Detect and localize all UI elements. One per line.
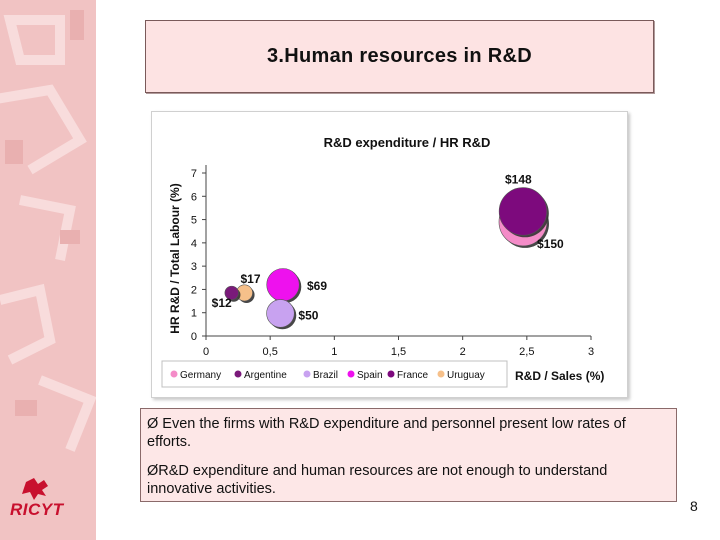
x-tick-label: 2 (460, 346, 466, 358)
y-tick-label: 0 (191, 331, 197, 343)
x-tick-label: 1 (331, 346, 337, 358)
slide-title: 3.Human resources in R&D (266, 45, 533, 67)
data-label-spain: $69 (307, 279, 327, 293)
x-tick-label: 0,5 (263, 346, 278, 358)
legend-label-brazil: Brazil (313, 370, 338, 381)
y-tick-label: 2 (191, 284, 197, 296)
decorative-left-band (0, 0, 96, 540)
bubble-france (498, 187, 548, 236)
bubble-argentine (224, 285, 239, 301)
legend-label-germany: Germany (180, 370, 221, 381)
y-axis-label: HR R&D / Total Labour (%) (168, 183, 182, 333)
data-label-argentine: $12 (212, 296, 232, 310)
legend-marker-spain (347, 370, 355, 378)
chart-title: R&D expenditure / HR R&D (324, 135, 491, 150)
y-tick-label: 5 (191, 215, 197, 227)
y-tick-label: 1 (191, 308, 197, 320)
chart-frame: R&D expenditure / HR R&D 0 1 2 3 4 5 6 7 0 0,5 1 1,5… (151, 111, 628, 398)
legend-label-uruguay: Uruguay (447, 370, 485, 381)
x-tick-label: 1,5 (391, 346, 406, 358)
ricyt-logo (22, 478, 48, 500)
y-tick-label: 6 (191, 191, 197, 203)
data-label-germany: $150 (537, 237, 564, 251)
x-tick-label: 0 (203, 346, 209, 358)
data-label-uruguay: $17 (241, 272, 261, 286)
page-number: 8 (690, 498, 698, 514)
bubble-chart: R&D expenditure / HR R&D 0 1 2 3 4 5 6 7 0 0,5 1 1,5… (161, 135, 604, 388)
bullet-2: ØR&D expenditure and human resources are… (147, 463, 608, 497)
slide-title-box: 3.Human resources in R&D (145, 20, 654, 93)
y-tick-label: 3 (191, 261, 197, 273)
legend-marker-argentine (234, 370, 242, 378)
legend-label-france: France (397, 370, 429, 381)
legend-marker-brazil (303, 370, 311, 378)
data-label-brazil: $50 (298, 308, 318, 322)
x-tick-label: 2,5 (519, 346, 534, 358)
decorative-pattern (0, 10, 96, 452)
y-tick-label: 4 (191, 238, 197, 250)
legend-marker-france (387, 370, 395, 378)
data-label-france: $148 (505, 172, 532, 186)
bubble-spain (266, 268, 300, 302)
legend-box (161, 360, 508, 388)
x-axis-label: R&D / Sales (%) (515, 369, 604, 383)
bullet-text-box: Ø Even the firms with R&D expenditure an… (140, 408, 677, 502)
legend-marker-germany (170, 370, 178, 378)
bullet-1: Ø Even the firms with R&D expenditure an… (147, 416, 626, 450)
legend-label-spain: Spain (357, 370, 383, 381)
x-tick-label: 3 (588, 346, 594, 358)
legend-marker-uruguay (437, 370, 445, 378)
y-tick-label: 7 (191, 168, 197, 180)
legend-label-argentine: Argentine (244, 370, 287, 381)
bubble-brazil (266, 299, 295, 328)
logo-text: RICYT (10, 500, 64, 519)
